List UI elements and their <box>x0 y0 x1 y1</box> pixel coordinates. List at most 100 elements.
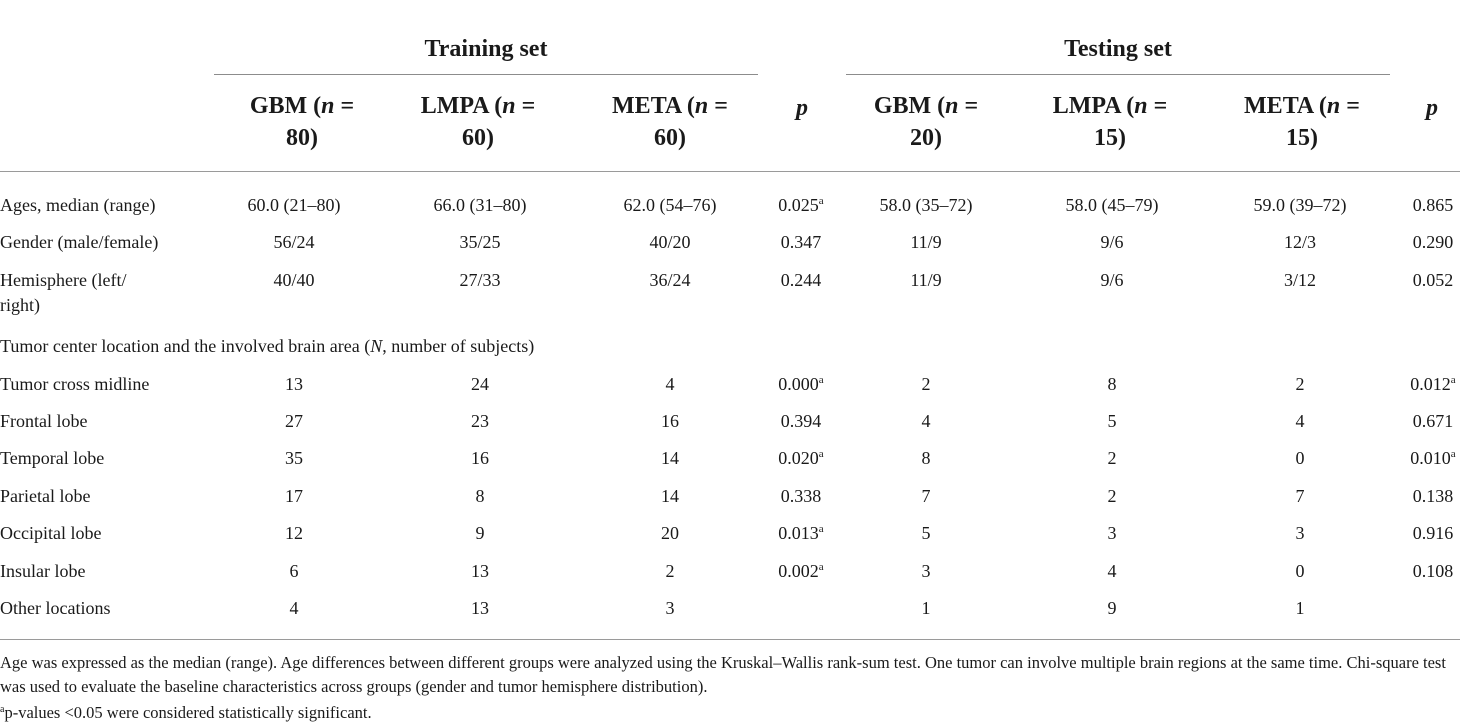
table-cell: 0.108 <box>1412 561 1454 581</box>
table-cell: 27/33 <box>459 270 501 290</box>
row-label: Parietal lobe <box>0 486 91 506</box>
table-cell: 2 <box>1107 486 1117 506</box>
row-label: Gender (male/female) <box>0 232 159 252</box>
table-bottom-rule <box>0 639 1460 640</box>
significance-mark: a <box>1450 374 1456 386</box>
table-cell: 0 <box>1295 448 1305 468</box>
table-cell: 8 <box>1107 374 1117 394</box>
table-cell: 6 <box>289 561 299 581</box>
table-cell: 40/40 <box>273 270 315 290</box>
col-header-lmpa-train: LMPA (n = 60) <box>420 93 536 151</box>
significance-mark: a <box>818 374 824 386</box>
table-cell: 7 <box>921 486 931 506</box>
significance-mark: a <box>0 704 5 715</box>
table-cell: 9 <box>1107 598 1117 618</box>
table-cell: 56/24 <box>273 232 315 252</box>
table-cell: 0.290 <box>1412 232 1454 252</box>
row-label: Other locations <box>0 598 111 618</box>
significance-mark: a <box>818 561 824 573</box>
testing-set-rule <box>846 74 1390 75</box>
table-cell: 14 <box>661 448 679 468</box>
table-cell: 0 <box>1295 561 1305 581</box>
table-cell: 0.338 <box>780 486 822 506</box>
table-cell: 13 <box>471 561 489 581</box>
significance-footnote: ap-values <0.05 were considered statisti… <box>0 703 372 722</box>
row-label: Insular lobe <box>0 561 86 581</box>
significance-mark: a <box>818 448 824 460</box>
col-header-p-test: p <box>1426 95 1438 121</box>
table-cell: 13 <box>285 374 303 394</box>
table-cell: 9 <box>475 523 485 543</box>
table-cell: 0.010a <box>1410 448 1456 468</box>
table-cell: 0.020a <box>778 448 824 468</box>
table-cell: 27 <box>285 411 303 431</box>
table-cell: 0.394 <box>780 411 822 431</box>
table-cell: 1 <box>921 598 931 618</box>
table-cell: 11/9 <box>910 232 942 252</box>
table-cell: 23 <box>471 411 489 431</box>
table-cell: 59.0 (39–72) <box>1253 195 1347 215</box>
col-header-lmpa-test: LMPA (n = 15) <box>1052 93 1168 151</box>
row-label: Occipital lobe <box>0 523 102 543</box>
table-cell: 17 <box>285 486 303 506</box>
table-cell: 4 <box>921 411 931 431</box>
table-cell: 2 <box>1295 374 1305 394</box>
row-label: Ages, median (range) <box>0 195 156 215</box>
table-cell: 12 <box>285 523 303 543</box>
table-cell: 8 <box>921 448 931 468</box>
table-cell: 14 <box>661 486 679 506</box>
table-cell: 16 <box>661 411 679 431</box>
section-label: Tumor center location and the involved b… <box>0 336 535 356</box>
table-cell: 24 <box>471 374 489 394</box>
table-cell: 40/20 <box>649 232 691 252</box>
table-cell: 58.0 (35–72) <box>879 195 973 215</box>
table-cell: 3 <box>1295 523 1305 543</box>
table-cell: 3 <box>665 598 675 618</box>
table-cell: 2 <box>1107 448 1117 468</box>
table-cell: 13 <box>471 598 489 618</box>
table-cell: 0.671 <box>1412 411 1454 431</box>
table-cell: 0.052 <box>1412 270 1454 290</box>
table-cell: 0.865 <box>1412 195 1454 215</box>
table-cell: 4 <box>1295 411 1305 431</box>
table-cell: 0.002a <box>778 561 824 581</box>
significance-mark: a <box>1450 448 1456 460</box>
table-cell: 58.0 (45–79) <box>1065 195 1159 215</box>
table-cell: 7 <box>1295 486 1305 506</box>
table-cell: 8 <box>475 486 485 506</box>
col-header-meta-test: META (n = 15) <box>1244 93 1360 151</box>
table-cell: 3 <box>1107 523 1117 543</box>
col-header-gbm-train: GBM (n = 80) <box>249 93 355 151</box>
table-footnote: Age was expressed as the median (range).… <box>0 653 1446 696</box>
table-cell: 2 <box>921 374 931 394</box>
row-label: Hemisphere (left/ right) <box>0 270 127 315</box>
table-cell: 60.0 (21–80) <box>247 195 341 215</box>
table-cell: 0.916 <box>1412 523 1454 543</box>
significance-mark: a <box>818 523 824 535</box>
testing-set-heading: Testing set <box>1064 36 1172 62</box>
table-cell: 0.138 <box>1412 486 1454 506</box>
table-cell: 0.347 <box>780 232 822 252</box>
col-header-gbm-test: GBM (n = 20) <box>873 93 979 151</box>
table-cell: 0.000a <box>778 374 824 394</box>
training-set-rule <box>214 74 758 75</box>
table-cell: 36/24 <box>649 270 691 290</box>
table-cell: 3 <box>921 561 931 581</box>
table-cell: 9/6 <box>1100 232 1124 252</box>
table-cell: 0.244 <box>780 270 822 290</box>
header-bottom-rule <box>0 171 1460 172</box>
row-label: Temporal lobe <box>0 448 105 468</box>
table-cell: 4 <box>665 374 675 394</box>
table-cell: 0.013a <box>778 523 824 543</box>
table-cell: 62.0 (54–76) <box>623 195 717 215</box>
table-cell: 4 <box>1107 561 1117 581</box>
row-label: Tumor cross midline <box>0 374 150 394</box>
table-cell: 4 <box>289 598 299 618</box>
table-cell: 66.0 (31–80) <box>433 195 527 215</box>
table-cell: 16 <box>471 448 489 468</box>
row-label: Frontal lobe <box>0 411 88 431</box>
table-cell: 3/12 <box>1283 270 1316 290</box>
col-header-meta-train: META (n = 60) <box>612 93 728 151</box>
table-cell: 9/6 <box>1100 270 1124 290</box>
table-cell: 35 <box>285 448 303 468</box>
